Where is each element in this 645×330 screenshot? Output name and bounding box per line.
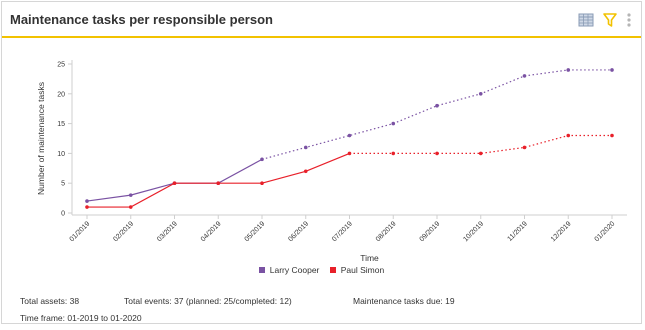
tasks-due-text: Maintenance tasks due: 19 <box>353 296 455 306</box>
x-tick-label: 12/2019 <box>550 220 573 243</box>
legend-label-larry-cooper: Larry Cooper <box>269 265 320 275</box>
y-tick-label: 5 <box>61 181 65 188</box>
data-point-paul-simon <box>522 145 527 150</box>
legend-item-larry-cooper[interactable]: Larry Cooper <box>258 265 320 275</box>
data-point-paul-simon <box>391 151 396 156</box>
series-line-paul-simon <box>87 152 350 208</box>
data-point-paul-simon <box>216 181 221 185</box>
data-point-paul-simon <box>478 151 483 156</box>
x-axis-title: Time <box>360 253 379 263</box>
x-tick-label: 01/2020 <box>594 220 617 243</box>
data-point-paul-simon <box>610 133 614 138</box>
filter-icon[interactable] <box>601 11 619 29</box>
data-point-larry-cooper <box>85 199 89 203</box>
legend-item-paul-simon[interactable]: Paul Simon <box>329 265 385 275</box>
x-tick-label: 04/2019 <box>200 220 223 243</box>
total-assets-text: Total assets: 38 <box>20 296 80 306</box>
time-frame-text: Time frame: 01-2019 to 01-2020 <box>20 313 142 323</box>
data-point-paul-simon <box>128 205 133 209</box>
data-point-paul-simon <box>85 205 89 209</box>
x-tick-label: 02/2019 <box>112 220 135 243</box>
y-tick-label: 10 <box>57 151 65 158</box>
widget-title: Maintenance tasks per responsible person <box>10 12 273 27</box>
x-tick-label: 10/2019 <box>462 220 485 243</box>
chart-widget: Maintenance tasks per responsible person <box>1 1 642 324</box>
series-line-dotted-paul-simon <box>349 134 612 155</box>
data-point-larry-cooper <box>566 68 571 72</box>
data-point-paul-simon <box>566 133 571 138</box>
data-point-larry-cooper <box>610 68 614 72</box>
series-line-larry-cooper <box>86 158 263 202</box>
data-point-paul-simon <box>347 151 352 156</box>
y-tick-label: 15 <box>57 121 65 128</box>
data-point-larry-cooper <box>303 145 308 150</box>
x-tick-label: 11/2019 <box>506 220 529 243</box>
x-tick-label: 08/2019 <box>375 220 398 243</box>
data-point-paul-simon <box>260 181 264 185</box>
legend-swatch-paul-simon <box>329 267 336 273</box>
more-vertical-icon[interactable] <box>625 11 633 29</box>
x-tick-label: 03/2019 <box>156 220 179 243</box>
x-tick-label: 06/2019 <box>287 220 310 243</box>
y-tick-label: 0 <box>61 211 65 218</box>
widget-header: Maintenance tasks per responsible person <box>2 2 641 38</box>
data-point-larry-cooper <box>347 133 352 138</box>
series-line-dotted-larry-cooper <box>261 69 612 160</box>
data-point-paul-simon <box>303 169 308 174</box>
y-tick-label: 20 <box>57 91 65 98</box>
data-point-paul-simon <box>435 151 439 156</box>
y-axis-title: Number of maintenance tasks <box>36 82 46 195</box>
x-tick-label: 09/2019 <box>419 220 442 243</box>
x-tick-label: 01/2019 <box>69 220 92 243</box>
data-point-larry-cooper <box>260 157 264 162</box>
legend-label-paul-simon: Paul Simon <box>340 265 385 275</box>
chart-legend: Larry Cooper Paul Simon <box>2 265 641 275</box>
line-chart: 0 5 10 15 20 25 Number of maintenance tasks 01/… <box>36 60 627 263</box>
table-icon[interactable] <box>577 11 595 29</box>
data-point-paul-simon <box>172 181 177 185</box>
data-point-larry-cooper <box>435 103 439 108</box>
data-point-larry-cooper <box>478 92 483 96</box>
data-point-larry-cooper <box>522 74 527 78</box>
data-point-larry-cooper <box>128 193 133 197</box>
total-events-text: Total events: 37 (planned: 25/completed:… <box>124 296 292 306</box>
widget-toolbar <box>577 10 633 30</box>
x-tick-label: 05/2019 <box>244 220 267 243</box>
legend-swatch-larry-cooper <box>258 267 265 273</box>
x-tick-label: 07/2019 <box>331 220 354 243</box>
y-tick-label: 25 <box>57 62 65 69</box>
data-point-larry-cooper <box>391 121 396 126</box>
